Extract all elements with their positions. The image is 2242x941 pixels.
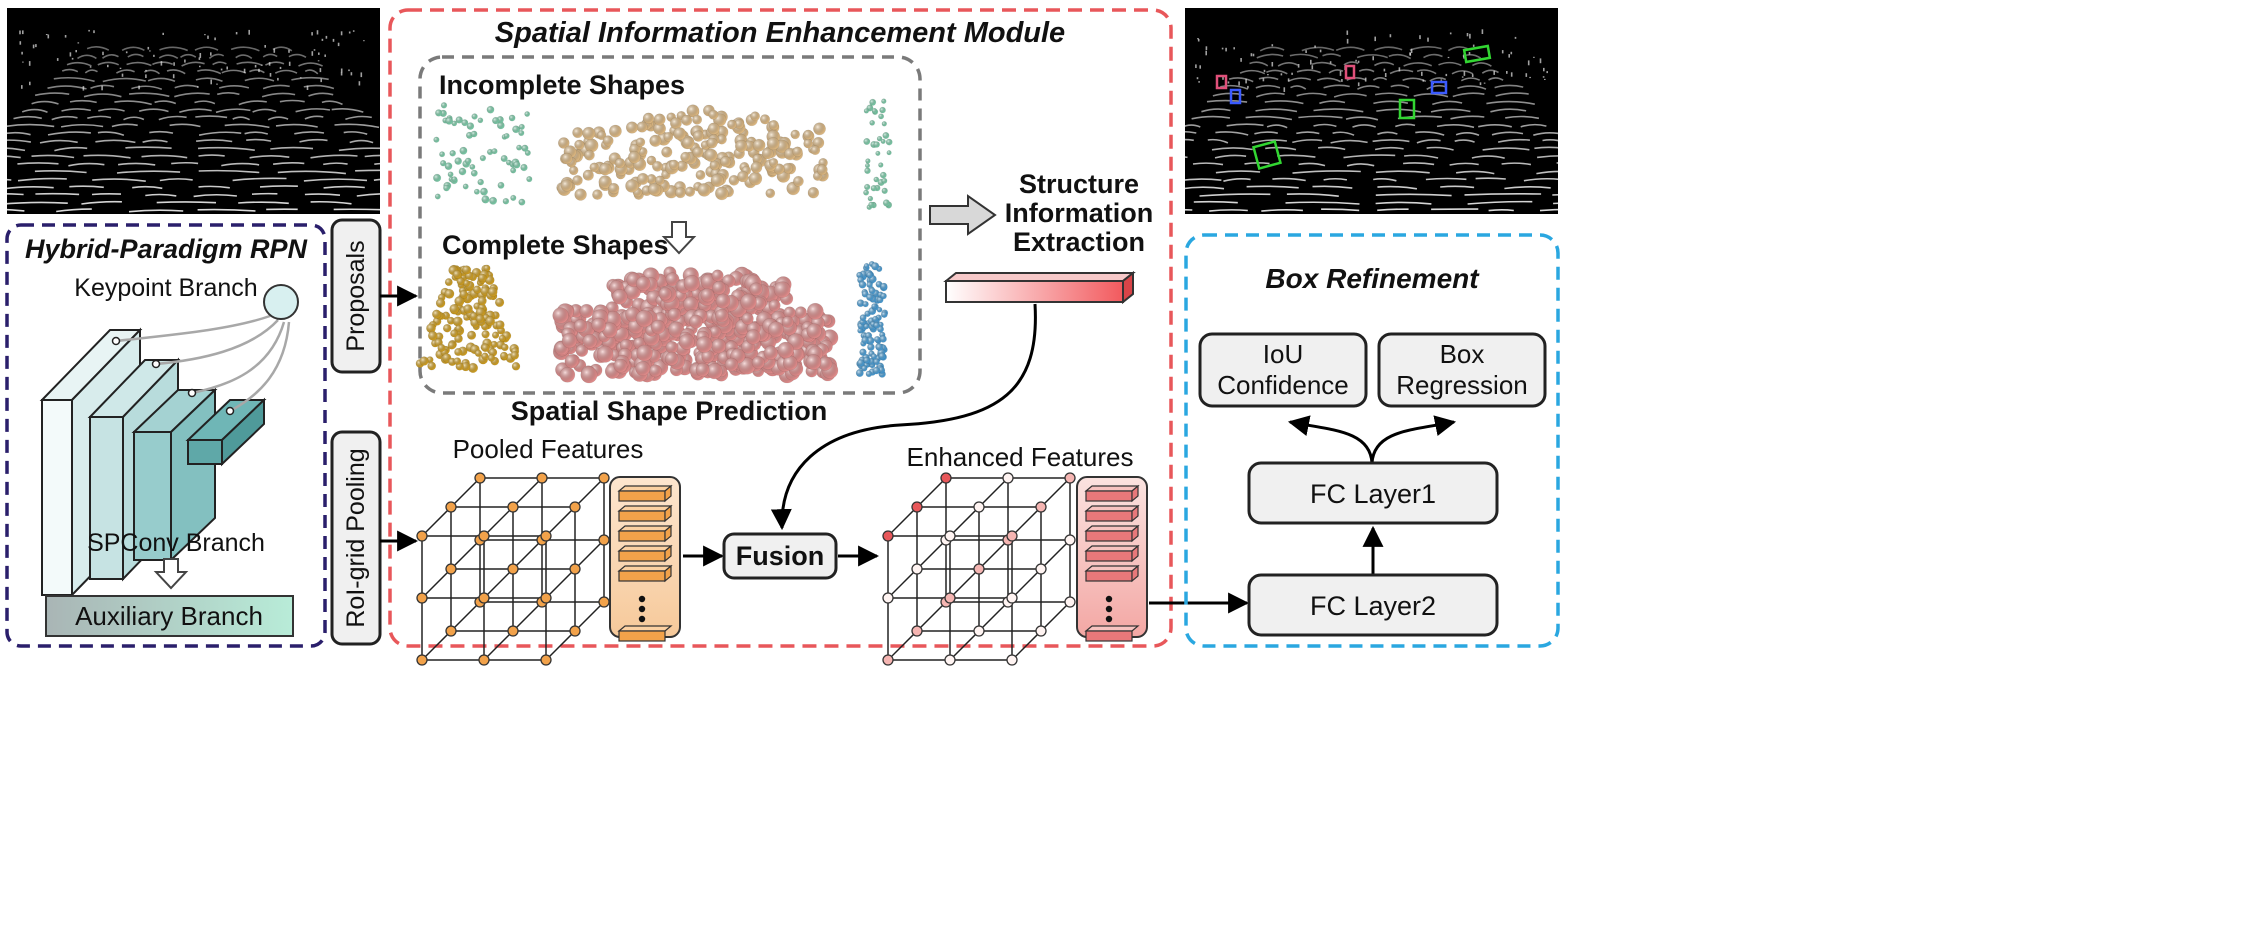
complete-pedestrian-points bbox=[415, 264, 521, 374]
auxiliary-branch-box bbox=[45, 595, 294, 637]
fc-layer2-box bbox=[1247, 573, 1499, 637]
keypoint-node-icon bbox=[263, 284, 299, 320]
fusion-label: Fusion bbox=[736, 541, 825, 571]
structure-label-line2: Information bbox=[1005, 198, 1154, 228]
iou-line2: Confidence bbox=[1217, 370, 1349, 400]
enhanced-feature-stack bbox=[1084, 484, 1140, 642]
iou-line1: IoU bbox=[1263, 339, 1303, 369]
proposals-label: Proposals bbox=[342, 240, 370, 351]
structure-feature-bar bbox=[943, 270, 1136, 305]
enhancement-module-panel: Spatial Information Enhancement Module I… bbox=[388, 8, 1173, 666]
rpn-title: Hybrid-Paradigm RPN bbox=[25, 234, 308, 264]
auxiliary-branch-label: Auxiliary Branch bbox=[75, 601, 263, 631]
complete-car-points bbox=[552, 266, 839, 384]
shape-prediction-label: Spatial Shape Prediction bbox=[511, 396, 828, 426]
down-arrow-icon bbox=[661, 221, 697, 255]
module-title: Spatial Information Enhancement Module bbox=[495, 17, 1065, 49]
pooled-features-label: Pooled Features bbox=[453, 434, 644, 464]
fc-layer2-label: FC Layer2 bbox=[1310, 591, 1436, 621]
incomplete-shapes-label: Incomplete Shapes bbox=[439, 70, 685, 100]
incomplete-car-points bbox=[556, 104, 829, 201]
iou-confidence-box bbox=[1198, 332, 1368, 408]
refine-title: Box Refinement bbox=[1265, 263, 1480, 294]
keypoint-branch-label: Keypoint Branch bbox=[74, 274, 257, 302]
keypoint-links bbox=[115, 314, 291, 413]
backbone-blocks bbox=[39, 327, 267, 598]
box-line1: Box bbox=[1440, 339, 1485, 369]
shapes-panel bbox=[418, 55, 922, 395]
box-refinement-panel: Box Refinement IoU Confidence Box Regres… bbox=[1184, 233, 1560, 648]
roi-pooling-label: RoI-grid Pooling bbox=[342, 448, 370, 627]
incomplete-pedestrian-points bbox=[433, 102, 533, 206]
pooled-grid bbox=[416, 472, 610, 666]
enhanced-grid bbox=[882, 472, 1076, 666]
complete-shapes-label: Complete Shapes bbox=[442, 230, 669, 260]
structure-label-line1: Structure bbox=[1019, 169, 1139, 199]
structure-label-line3: Extraction bbox=[1013, 227, 1145, 257]
fc-layer1-label: FC Layer1 bbox=[1310, 479, 1436, 509]
hybrid-rpn-panel: Hybrid-Paradigm RPN Keypoint Branch bbox=[5, 223, 327, 648]
roi-pooling-box: RoI-grid Pooling bbox=[330, 430, 382, 646]
incomplete-cyclist-points bbox=[863, 98, 893, 210]
lidar-output-image bbox=[1096, 8, 1641, 214]
down-arrow-icon bbox=[153, 558, 189, 590]
spconv-branch-label: SPConv Branch bbox=[87, 529, 265, 557]
right-arrow-icon bbox=[929, 194, 997, 236]
box-regression-box bbox=[1377, 332, 1547, 408]
fusion-box bbox=[722, 532, 838, 580]
box-line2: Regression bbox=[1396, 370, 1528, 400]
enhanced-features-label: Enhanced Features bbox=[907, 442, 1134, 472]
pooled-feature-stack bbox=[617, 484, 673, 642]
lidar-input-image bbox=[0, 8, 460, 214]
fc-layer1-box bbox=[1247, 461, 1499, 525]
detection-box bbox=[1215, 44, 1492, 171]
proposals-box: Proposals bbox=[330, 218, 382, 374]
complete-cyclist-points bbox=[855, 260, 889, 378]
